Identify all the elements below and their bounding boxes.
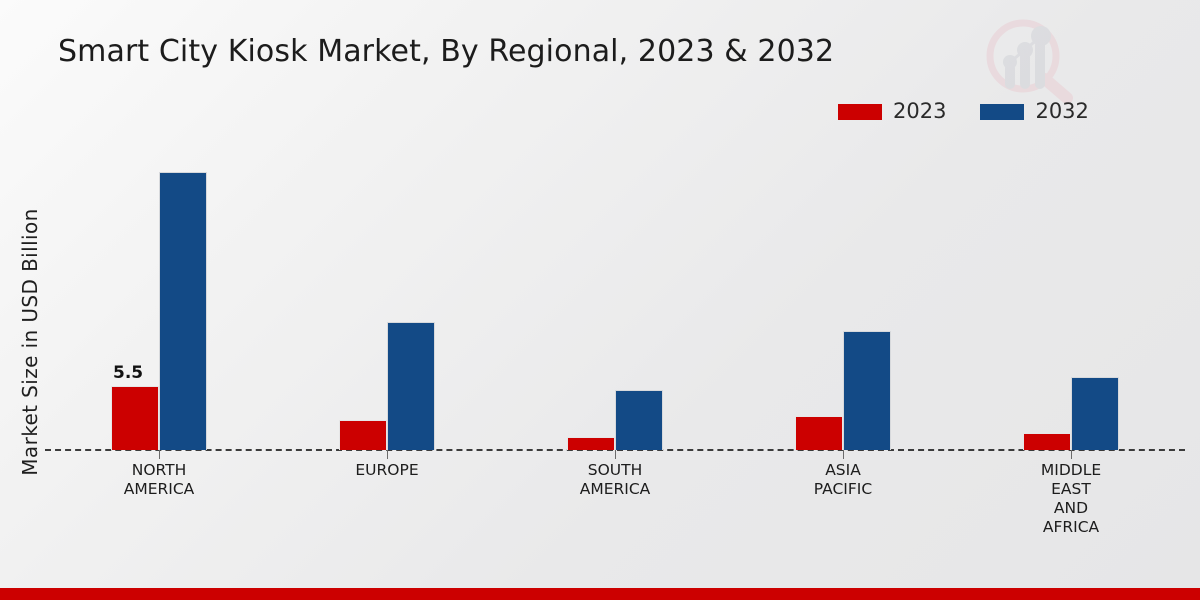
x-axis-tick: [387, 450, 388, 459]
x-axis-label-line: AND: [1053, 499, 1089, 517]
x-axis-label-line: PACIFIC: [813, 480, 873, 498]
x-axis-label-line: EAST: [1051, 480, 1091, 498]
x-axis-tick: [615, 450, 616, 459]
x-axis-label-line: AMERICA: [123, 480, 195, 498]
bar-pair: [795, 331, 891, 450]
legend-swatch-2032: [980, 103, 1025, 120]
bar-2032-europe[interactable]: [387, 322, 435, 450]
bar-2023-asia-pacific[interactable]: [795, 415, 843, 450]
x-axis-label-line: MIDDLE: [1040, 461, 1102, 479]
x-axis-label-line: AFRICA: [1042, 518, 1100, 536]
x-axis-label-south-america: SOUTH AMERICA: [501, 461, 729, 561]
x-axis-label-line: ASIA: [825, 461, 861, 479]
bar-2023-europe[interactable]: [339, 420, 387, 450]
plot-area: 5.5: [45, 150, 1185, 459]
bar-2023-south-america[interactable]: [567, 437, 615, 450]
bar-group: [729, 150, 957, 459]
x-axis-tick: [159, 450, 160, 459]
market-research-magnifier-logo-icon: [986, 19, 1073, 104]
x-axis-label-middle-east-and-africa: MIDDLE EAST AND AFRICA: [957, 461, 1185, 561]
bar-pair: [1023, 377, 1119, 450]
x-axis-label-north-america: NORTH AMERICA: [45, 461, 273, 561]
x-axis-tick: [1071, 450, 1072, 459]
legend-swatch-2023: [838, 103, 882, 120]
bar-2032-north-america[interactable]: [159, 172, 207, 450]
x-axis-tick: [843, 450, 844, 459]
bar-pair: [339, 322, 435, 450]
legend-label-2023: 2023: [893, 99, 947, 123]
bar-group: [273, 150, 501, 459]
bar-2032-middle-east-and-africa[interactable]: [1071, 377, 1119, 450]
x-axis-label-asia-pacific: ASIA PACIFIC: [729, 461, 957, 561]
bar-2023-north-america[interactable]: [111, 385, 159, 450]
page-title: Smart City Kiosk Market, By Regional, 20…: [58, 34, 835, 69]
bar-2032-south-america[interactable]: [615, 390, 663, 450]
legend-label-2032: 2032: [1035, 99, 1089, 123]
chart-legend: 2023 2032: [838, 101, 1089, 122]
bar-group: [501, 150, 729, 459]
bar-pair: [567, 390, 663, 450]
bar-pair: [111, 172, 207, 450]
legend-item-2023[interactable]: 2023: [838, 101, 946, 122]
x-axis-label-europe: EUROPE: [273, 461, 501, 561]
bar-2032-asia-pacific[interactable]: [843, 331, 891, 450]
x-axis-category-labels: NORTH AMERICA EUROPE SOUTH AMERICA ASIA PACIFI…: [45, 461, 1185, 561]
y-axis-title: Market Size in USD Billion: [18, 208, 42, 476]
x-axis-label-line: EUROPE: [355, 461, 419, 479]
footer-accent-bar: [0, 588, 1200, 600]
bar-group: 5.5: [45, 150, 273, 459]
x-axis-label-line: NORTH: [131, 461, 187, 479]
bar-groups: 5.5: [45, 150, 1185, 459]
legend-item-2032[interactable]: 2032: [980, 99, 1089, 123]
x-axis-label-line: SOUTH: [587, 461, 643, 479]
x-axis-label-line: AMERICA: [579, 480, 651, 498]
bar-group: [957, 150, 1185, 459]
bar-2023-middle-east-and-africa[interactable]: [1023, 432, 1071, 450]
